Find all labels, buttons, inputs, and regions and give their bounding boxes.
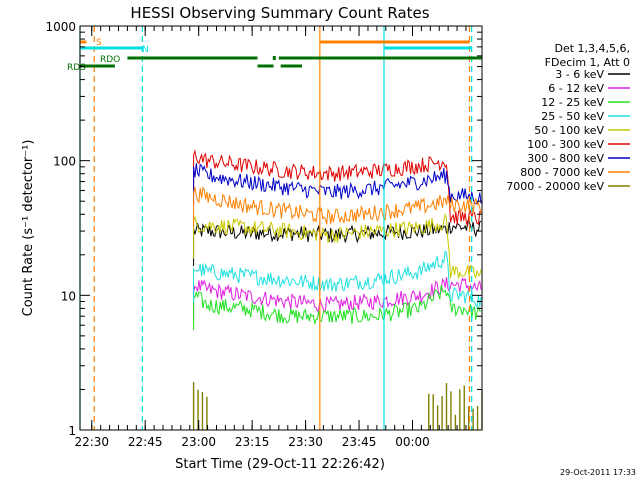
series-8 [192,382,483,430]
legend-entry-label: 100 - 300 keV [527,138,604,151]
x-tick-label: 23:15 [235,435,270,449]
flag-label-rds: RDS [67,63,86,73]
legend-entry-label: 6 - 12 keV [548,82,604,95]
x-tick-label: 22:30 [74,435,109,449]
legend-entry-label: 12 - 25 keV [541,96,604,109]
series-line [193,277,482,320]
flag-label-s: S [96,38,102,48]
y-tick-label: 10 [61,289,76,303]
y-tick-label: 1000 [45,20,76,34]
x-tick-label: 22:45 [128,435,163,449]
legend-entry-label: 25 - 50 keV [541,110,604,123]
x-tick-label: 23:00 [181,435,216,449]
legend-entry-label: 3 - 6 keV [555,68,604,81]
flag-label-n: N [142,45,149,55]
series-7 [193,186,482,228]
x-tick-label: 00:00 [395,435,430,449]
series-line [193,149,482,227]
chart-title: HESSI Observing Summary Count Rates [130,4,429,22]
plot-frame [79,25,483,431]
y-axis-label: Count Rate (s⁻¹ detector⁻¹) [21,140,36,317]
y-tick-label: 100 [53,155,76,169]
x-axis-label: Start Time (29-Oct-11 22:26:42) [175,457,385,472]
series-4 [193,213,482,280]
series-0 [193,220,482,266]
y-tick-label: 1 [68,424,76,438]
legend-entry-label: 50 - 100 keV [534,124,604,137]
flags-layer: S N RDO RDS [67,26,482,430]
legend-header-line-2: FDecim 1, Att 0 [545,56,630,69]
series-2 [193,285,482,331]
series-6 [193,163,482,206]
series-line [193,163,482,206]
rdo-dot [272,56,276,60]
legend: Det 1,3,4,5,6, FDecim 1, Att 0 3 - 6 keV… [506,42,630,193]
legend-entry-label: 7000 - 20000 keV [506,180,604,193]
series-1 [193,277,482,320]
series-5 [193,149,482,227]
legend-header-line-1: Det 1,3,4,5,6, [554,42,630,55]
series-line [193,186,482,228]
x-tick-label: 23:45 [342,435,377,449]
flag-label-rdo: RDO [100,55,120,65]
ticks-layer: 1 10 100 1000 22:30 22:45 23:00 23:15 23:30 23:45… [45,20,482,449]
series-3 [193,250,482,309]
series-line [193,213,482,280]
legend-entry-label: 300 - 800 keV [527,152,604,165]
timestamp: 29-Oct-2011 17:33 [560,468,636,477]
series-line [193,250,482,309]
series-line [193,285,482,331]
x-tick-label: 23:30 [288,435,323,449]
series-layer [192,149,483,430]
series-line [193,220,482,266]
legend-entry-label: 800 - 7000 keV [520,166,604,179]
